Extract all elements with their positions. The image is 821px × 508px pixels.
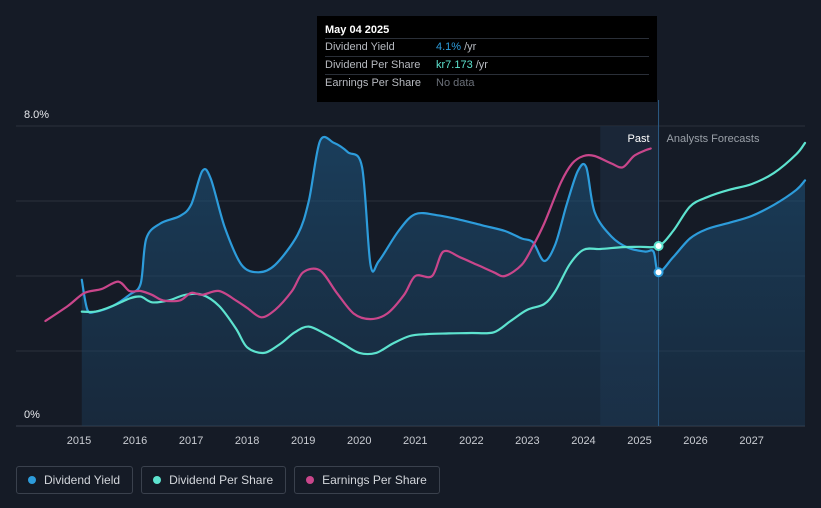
y-tick-label: 0%: [24, 409, 40, 421]
series-lines: [44, 135, 807, 356]
x-tick-label: 2021: [403, 435, 427, 447]
tooltip-row-dividend-yield: Dividend Yield 4.1% /yr: [325, 38, 649, 56]
dividend-yield-line: [80, 135, 807, 314]
legend-dot-icon: [306, 476, 315, 484]
legend-dot-icon: [28, 476, 36, 484]
x-tick-label: 2027: [739, 435, 763, 447]
tooltip-value: No data: [436, 77, 475, 89]
tooltip-label: Dividend Yield: [325, 41, 395, 53]
dividend-yield-marker: [653, 267, 664, 278]
tooltip-label: Dividend Per Share: [325, 59, 421, 71]
y-axis: 8.0% 0%: [24, 109, 49, 421]
tooltip: May 04 2025 Dividend Yield 4.1% /yr Divi…: [317, 16, 657, 102]
legend-label: Dividend Per Share: [169, 473, 274, 487]
tooltip-value: 4.1%: [436, 41, 462, 53]
legend-item-dividend-per-share[interactable]: Dividend Per Share: [141, 466, 287, 494]
x-tick-label: 2022: [459, 435, 483, 447]
dividend-yield-area: [81, 136, 806, 427]
x-tick-label: 2016: [123, 435, 147, 447]
tooltip-label: Earnings Per Share: [325, 77, 421, 89]
tooltip-markers: [653, 241, 664, 278]
x-axis: 2015 2016 2017 2018 2019 2020 2021 2022 2023 2024…: [67, 435, 764, 447]
x-tick-label: 2024: [571, 435, 595, 447]
tooltip-value: kr7.173: [436, 59, 473, 71]
dividend-per-share-marker: [653, 241, 664, 251]
legend-label: Earnings Per Share: [322, 473, 427, 487]
legend: Dividend Yield Dividend Per Share Earnin…: [16, 466, 440, 494]
earnings-per-share-line: [44, 147, 652, 323]
past-label: Past: [628, 133, 650, 145]
analysts-forecasts-label: Analysts Forecasts: [667, 133, 760, 145]
tooltip-unit: /yr: [464, 41, 477, 53]
y-tick-label: 8.0%: [24, 109, 49, 121]
x-tick-label: 2015: [67, 435, 91, 447]
tooltip-date: May 04 2025: [325, 24, 390, 36]
legend-item-dividend-yield[interactable]: Dividend Yield: [16, 466, 134, 494]
series-areas: [81, 136, 806, 427]
x-tick-label: 2017: [179, 435, 203, 447]
tooltip-row-dividend-per-share: Dividend Per Share kr7.173 /yr: [325, 56, 649, 74]
tooltip-unit: /yr: [475, 59, 488, 71]
x-tick-label: 2018: [235, 435, 259, 447]
x-tick-label: 2025: [627, 435, 651, 447]
x-tick-label: 2020: [347, 435, 371, 447]
x-tick-label: 2019: [291, 435, 315, 447]
x-tick-label: 2026: [683, 435, 707, 447]
tooltip-row-earnings-per-share: Earnings Per Share No data: [325, 74, 649, 92]
x-tick-label: 2023: [515, 435, 539, 447]
legend-dot-icon: [153, 476, 162, 484]
legend-label: Dividend Yield: [44, 473, 121, 487]
legend-item-earnings-per-share[interactable]: Earnings Per Share: [294, 466, 440, 494]
